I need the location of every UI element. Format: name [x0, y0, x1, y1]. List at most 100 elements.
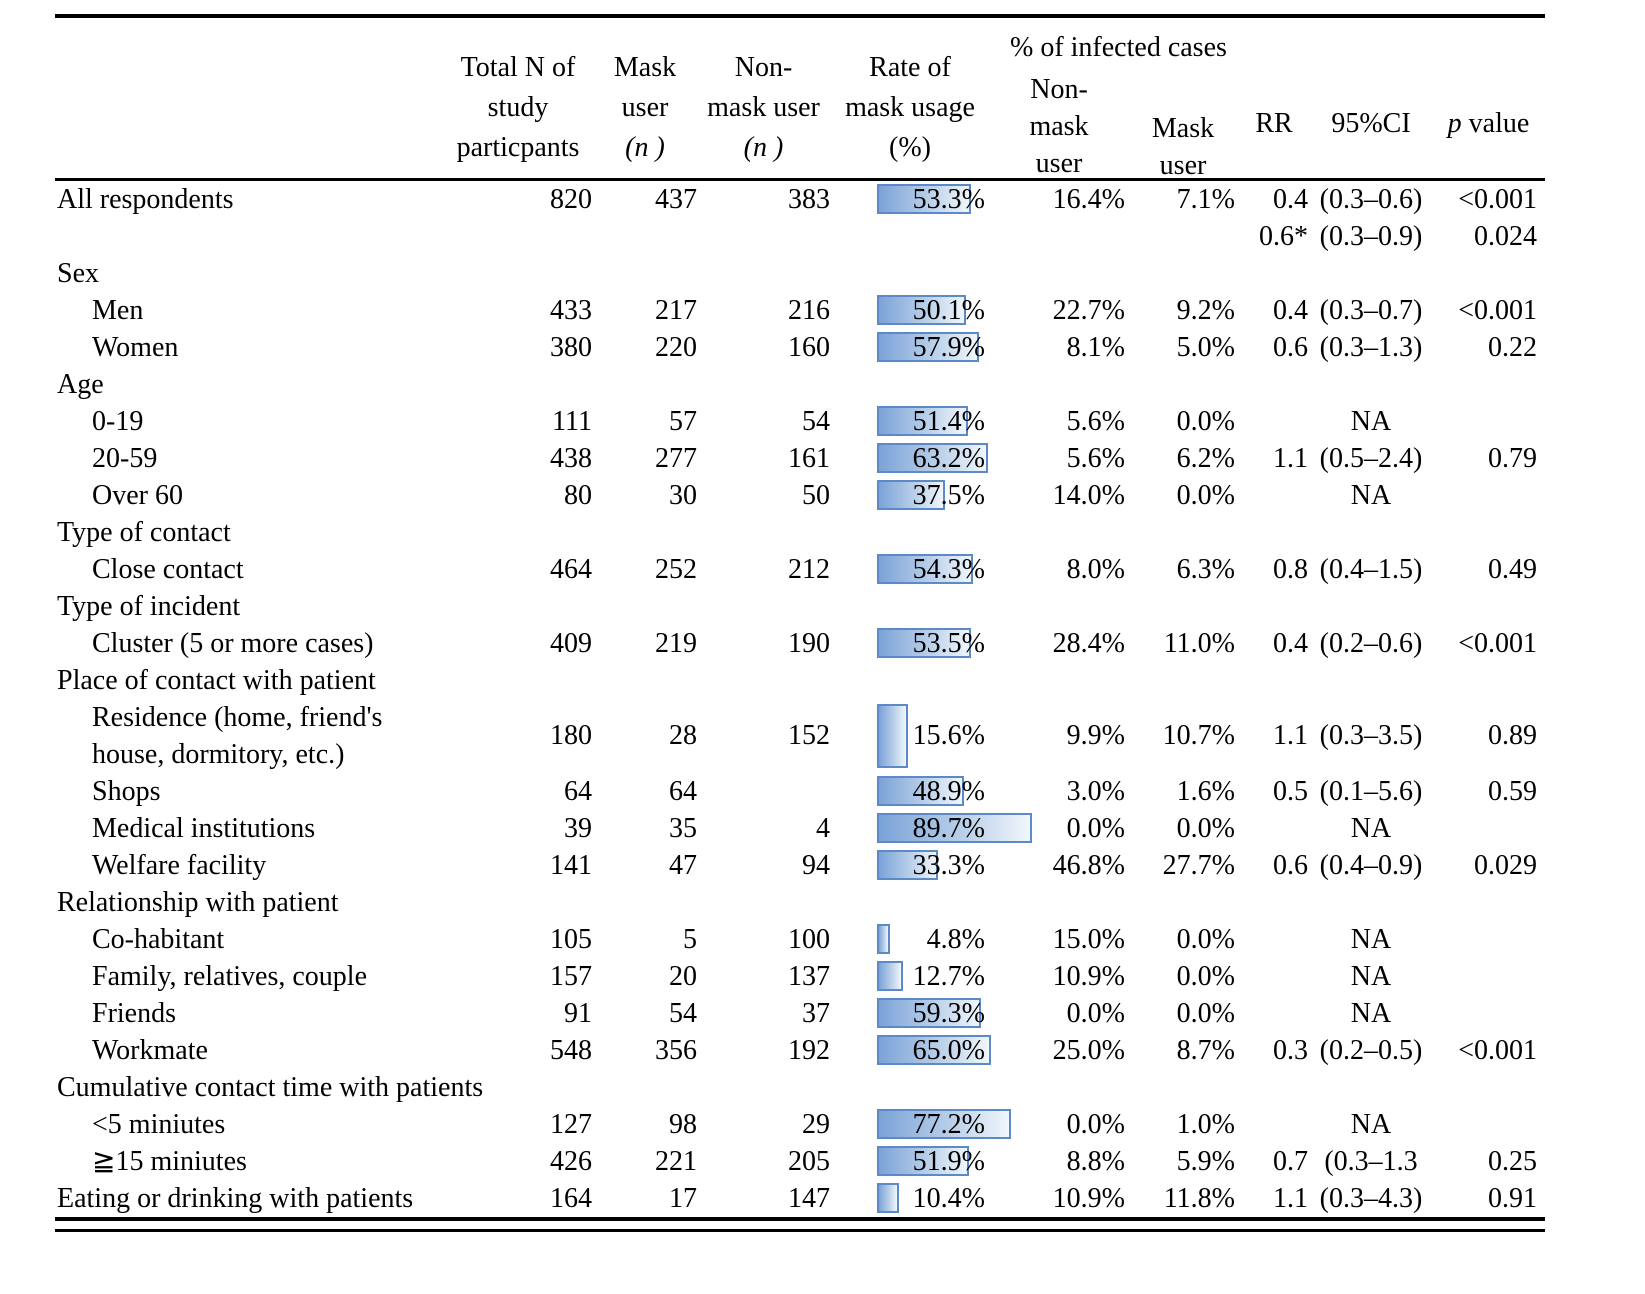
cell-mask-user-n: 28: [669, 720, 697, 751]
rate-value: 51.9%: [912, 1146, 985, 1177]
cell-total-n: 111: [552, 406, 592, 437]
header-line: Non-: [1030, 74, 1088, 105]
cell-rate-of-mask-usage: 33.3%: [830, 847, 990, 884]
cell-infected-mask: 5.9%: [1176, 1146, 1235, 1177]
cell-95ci: (0.2–0.6): [1319, 628, 1423, 659]
row-label: Cluster (5 or more cases): [92, 628, 374, 659]
cell-rate-of-mask-usage: 15.6%: [830, 699, 990, 773]
header-line: mask usage: [845, 92, 975, 123]
cell-nonmask-user-n: 205: [788, 1146, 830, 1177]
row-label: Shops: [92, 776, 161, 807]
row-label: Co-habitant: [92, 924, 225, 955]
table-row: Close contact 464 252 212 54.3% 8.0% 6.3…: [55, 551, 1545, 588]
table-row: ≧15 miniutes 426 221 205 51.9% 8.8% 5.9%…: [55, 1143, 1545, 1180]
cell-mask-user-n: 98: [669, 1109, 697, 1140]
cell-nonmask-user-n: [697, 218, 830, 255]
cell-mask-user-n: 277: [655, 443, 697, 474]
cell-mask-user-n: 356: [655, 1035, 697, 1066]
cell-p-value: [1432, 514, 1545, 551]
cell-mask-user-n: [592, 366, 697, 403]
cell-p-value: [1432, 884, 1545, 921]
row-label: Women: [92, 332, 179, 363]
cell-total-n: [445, 884, 592, 921]
cell-mask-user-n: 57: [669, 406, 697, 437]
rate-value: 51.4%: [912, 406, 985, 437]
cell-nonmask-user-n: 50: [802, 480, 830, 511]
cell-mask-user-n: 20: [669, 961, 697, 992]
cell-total-n: [445, 1069, 592, 1106]
cell-total-n: 127: [550, 1109, 592, 1140]
cell-infected-nonmask: 8.0%: [1066, 554, 1125, 585]
rate-value: 63.2%: [912, 443, 985, 474]
cell-infected-mask: 0.0%: [1176, 813, 1235, 844]
header-line-n: (n ): [625, 132, 665, 163]
cell-total-n: 105: [550, 924, 592, 955]
row-label: Age: [57, 369, 104, 400]
row-label: Cumulative contact time with patients: [57, 1072, 484, 1103]
table-row: 20-59 438 277 161 63.2% 5.6% 6.2% 1.1 (0…: [55, 440, 1545, 477]
cell-p-value: [1432, 1069, 1545, 1106]
cell-total-n: 164: [550, 1183, 592, 1214]
cell-rr: 0.5: [1273, 776, 1308, 807]
cell-rr: [1238, 884, 1310, 921]
cell-mask-user-n: [592, 884, 697, 921]
cell-rate-of-mask-usage: [830, 218, 990, 255]
cell-rate-of-mask-usage: 63.2%: [830, 440, 990, 477]
cell-p-value: <0.001: [1458, 628, 1537, 659]
col-header-rate-of-mask-usage: Rate of mask usage (%): [830, 48, 990, 168]
cell-p-value: [1432, 588, 1545, 625]
row-label: <5 miniutes: [92, 1109, 226, 1140]
rate-value: 33.3%: [912, 850, 985, 881]
cell-rate-of-mask-usage: 10.4%: [830, 1180, 990, 1217]
cell-rate-of-mask-usage: 57.9%: [830, 329, 990, 366]
rate-bar: [877, 628, 971, 658]
table-row: Sex: [55, 255, 1545, 292]
cell-rr: 0.7: [1273, 1146, 1308, 1177]
cell-rate-of-mask-usage: 59.3%: [830, 995, 990, 1032]
rate-bar: [877, 480, 945, 510]
header-line: mask user: [707, 92, 820, 123]
cell-infected-nonmask: 16.4%: [1052, 184, 1125, 215]
cell-infected-nonmask: 0.0%: [1066, 813, 1125, 844]
table-row: Men 433 217 216 50.1% 22.7% 9.2% 0.4 (0.…: [55, 292, 1545, 329]
rate-bar: [877, 554, 973, 584]
row-label: Close contact: [92, 554, 244, 585]
cell-infected-nonmask: 14.0%: [1052, 480, 1125, 511]
rate-bar: [877, 924, 890, 954]
cell-infected-mask: [1128, 255, 1238, 292]
table-bottom-rule-2: [55, 1229, 1545, 1232]
header-line: Mask: [613, 52, 677, 83]
table-row: Cumulative contact time with patients: [55, 1069, 1545, 1106]
cell-infected-nonmask: 8.8%: [1066, 1146, 1125, 1177]
cell-infected-nonmask: 5.6%: [1066, 443, 1125, 474]
cell-rr: [1238, 588, 1310, 625]
rate-bar: [877, 813, 1032, 843]
cell-95ci: (0.3–0.6): [1319, 184, 1423, 215]
row-label: ≧15 miniutes: [92, 1146, 247, 1177]
cell-rr: [1238, 1069, 1310, 1106]
table-row: Women 380 220 160 57.9% 8.1% 5.0% 0.6 (0…: [55, 329, 1545, 366]
col-header-infected-mask: Mask user: [1128, 110, 1238, 184]
cell-mask-user-n: 252: [655, 554, 697, 585]
cell-95ci: (0.2–0.5): [1319, 1035, 1423, 1066]
row-label: Men: [92, 295, 144, 326]
cell-total-n: [445, 218, 592, 255]
cell-nonmask-user-n: 4: [816, 813, 830, 844]
cell-infected-mask: 6.3%: [1176, 554, 1235, 585]
cell-total-n: 426: [550, 1146, 592, 1177]
row-label: Eating or drinking with patients: [57, 1183, 414, 1214]
cell-p-value: 0.22: [1488, 332, 1537, 363]
rate-bar: [877, 1146, 969, 1176]
table-row: Family, relatives, couple 157 20 137 12.…: [55, 958, 1545, 995]
cell-p-value: 0.79: [1488, 443, 1537, 474]
cell-95ci: NA: [1350, 924, 1392, 955]
cell-nonmask-user-n: 160: [788, 332, 830, 363]
row-label: Workmate: [92, 1035, 208, 1066]
cell-rr: 1.1: [1273, 443, 1308, 474]
cell-rr: 0.6*: [1259, 221, 1308, 252]
cell-mask-user-n: [592, 1069, 697, 1106]
cell-total-n: 141: [550, 850, 592, 881]
cell-nonmask-user-n: [697, 1069, 830, 1106]
header-line: (%): [889, 132, 931, 163]
rate-value: 65.0%: [912, 1035, 985, 1066]
